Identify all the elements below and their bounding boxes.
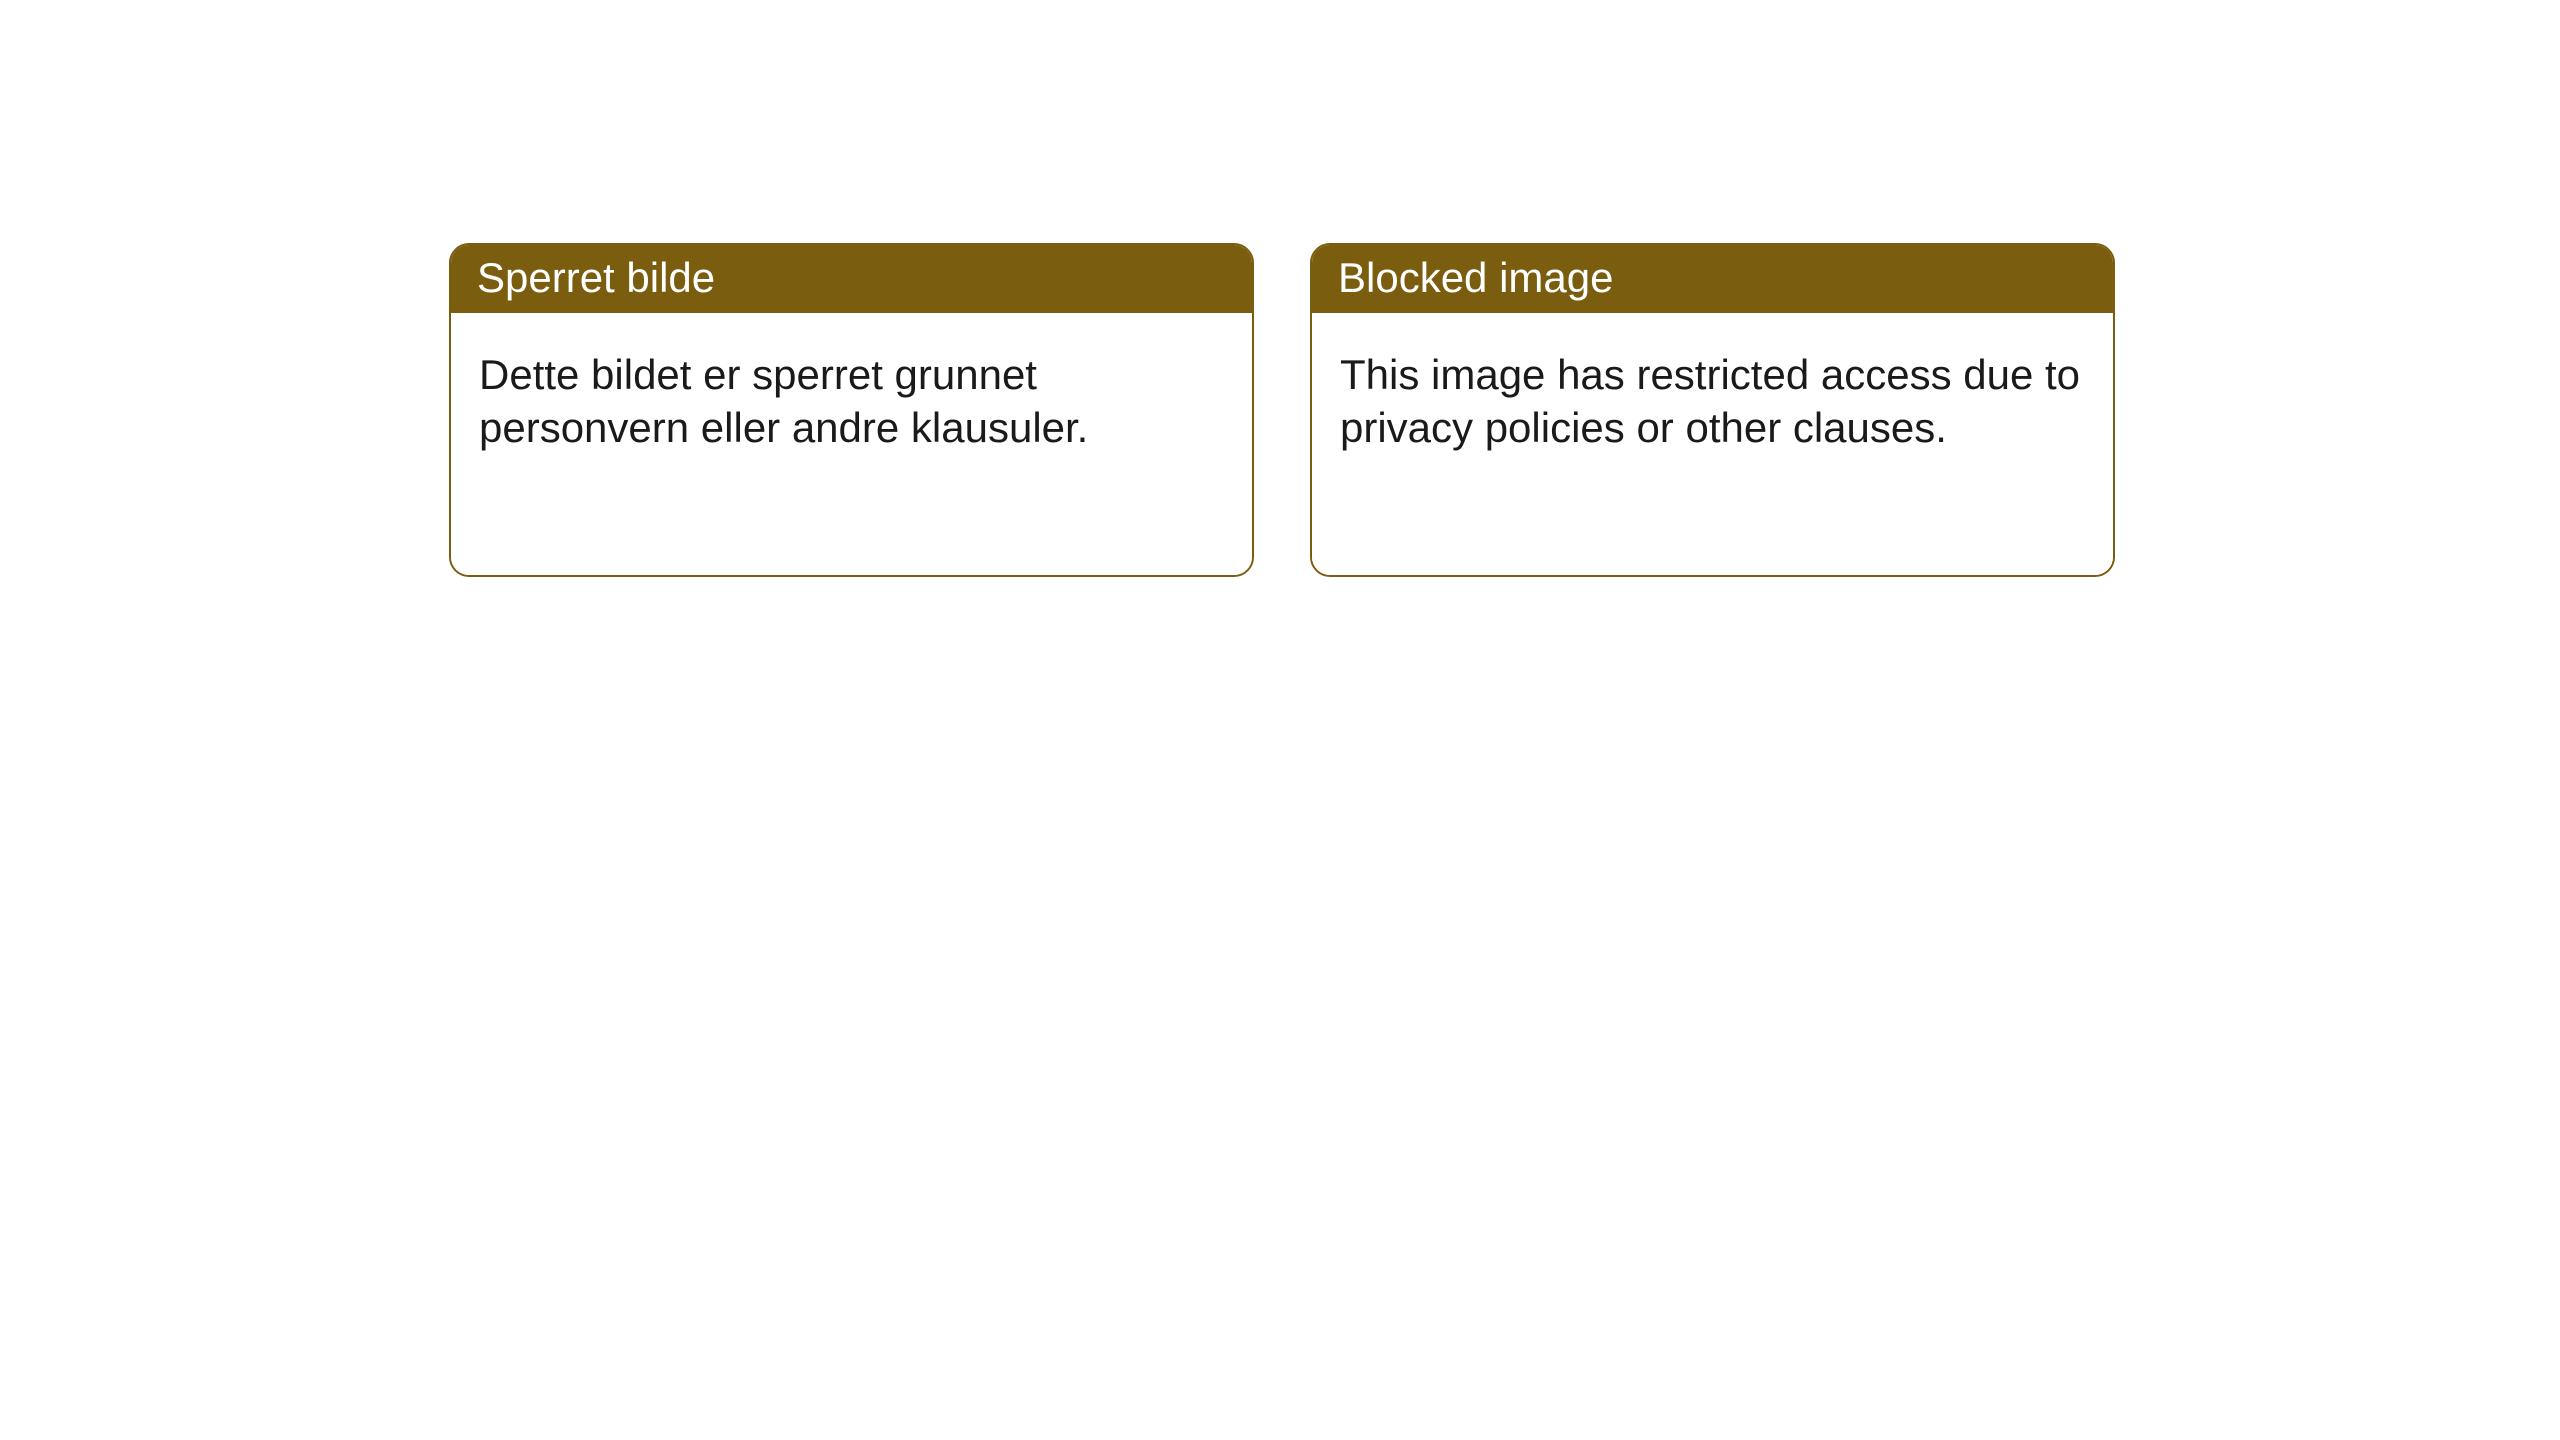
blocked-image-card-body-en: This image has restricted access due to … <box>1312 313 2113 575</box>
blocked-image-card-body-no: Dette bildet er sperret grunnet personve… <box>451 313 1252 575</box>
blocked-image-card-no: Sperret bilde Dette bildet er sperret gr… <box>449 243 1254 577</box>
notice-container: Sperret bilde Dette bildet er sperret gr… <box>0 0 2560 577</box>
blocked-image-card-header-en: Blocked image <box>1312 245 2113 313</box>
blocked-image-card-en: Blocked image This image has restricted … <box>1310 243 2115 577</box>
blocked-image-card-header-no: Sperret bilde <box>451 245 1252 313</box>
